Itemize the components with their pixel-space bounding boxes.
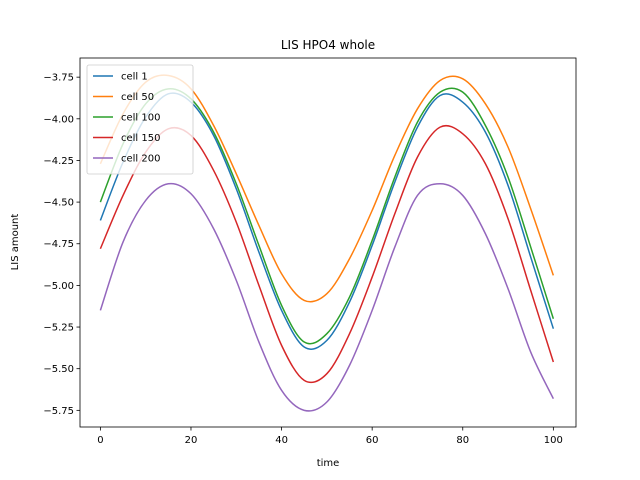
y-tick-label: −5.25 xyxy=(43,323,74,334)
legend-label: cell 100 xyxy=(121,113,160,124)
x-tick-label: 20 xyxy=(185,435,198,446)
legend-label: cell 50 xyxy=(121,92,154,103)
y-axis-label: LIS amount xyxy=(10,214,21,271)
x-tick-label: 80 xyxy=(456,435,469,446)
legend-label: cell 200 xyxy=(121,154,160,165)
x-tick-label: 100 xyxy=(544,435,563,446)
x-axis-label: time xyxy=(317,458,340,469)
x-tick-label: 60 xyxy=(366,435,379,446)
y-tick-label: −5.50 xyxy=(43,364,74,375)
x-axis-ticks: 0 20 40 60 80 100 xyxy=(97,427,563,446)
y-axis-ticks: −5.75 −5.50 −5.25 −5.00 −4.75 −4.50 −4.25 −4.00… xyxy=(43,73,80,417)
y-tick-label: −3.75 xyxy=(43,73,74,84)
y-tick-label: −5.75 xyxy=(43,406,74,417)
y-tick-label: −4.25 xyxy=(43,156,74,167)
chart-title: LIS HPO4 whole xyxy=(281,38,375,52)
legend-label: cell 1 xyxy=(121,72,148,83)
x-tick-label: 0 xyxy=(97,435,103,446)
x-tick-label: 40 xyxy=(275,435,288,446)
legend: cell 1 cell 50 cell 100 cell 150 cell 200 xyxy=(86,64,194,175)
series-line-cell-200 xyxy=(99,182,555,412)
y-tick-label: −5.00 xyxy=(43,281,74,292)
legend-box xyxy=(86,64,194,175)
y-tick-label: −4.00 xyxy=(43,114,74,125)
y-tick-label: −4.75 xyxy=(43,239,74,250)
legend-label: cell 150 xyxy=(121,133,160,144)
y-tick-label: −4.50 xyxy=(43,198,74,209)
